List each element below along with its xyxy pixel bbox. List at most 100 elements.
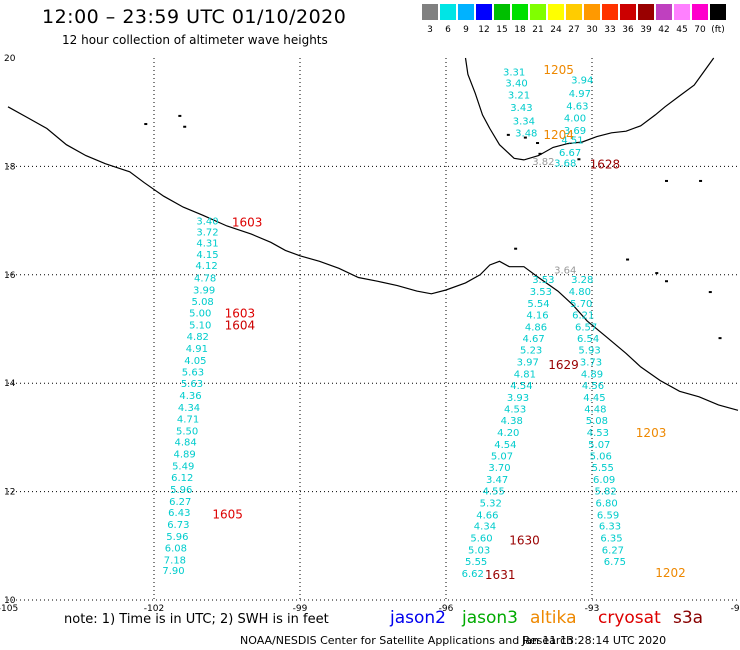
wave-height-value: 5.23 [520,346,542,357]
wave-height-value: 4.34 [178,403,200,414]
wave-height-value: 4.05 [184,356,206,367]
pass-time-label: 1605 [212,507,243,521]
credit-line: NOAA/NESDIS Center for Satellite Applica… [240,634,574,647]
island-marker [665,179,668,182]
wave-height-value: 3.99 [193,285,215,296]
island-marker [178,114,182,117]
island-marker [144,123,148,126]
island-marker [183,125,187,128]
pass-time-label: 1628 [590,158,621,172]
wave-height-value: 4.86 [525,322,547,333]
wave-height-value: 5.07 [588,440,610,451]
pass-time-label: 1604 [225,319,256,333]
wave-height-value: 4.54 [494,440,516,451]
wave-height-value: 4.56 [582,381,604,392]
wave-height-value: 7.90 [162,566,184,577]
lat-tick-label: 18 [4,162,16,172]
wave-height-value: 6.57 [575,322,597,333]
wave-height-value: 5.55 [592,463,614,474]
wave-height-value: 3.48 [515,128,537,139]
pass-time-label: 1630 [509,533,540,547]
wave-height-value: 6.54 [577,334,599,345]
scale-swatch [548,4,564,20]
wave-height-value: 4.53 [504,405,526,416]
wave-height-value: 5.00 [189,309,211,320]
wave-height-value: 4.20 [497,428,519,439]
wave-height-value: 3.70 [488,463,510,474]
page-title: 12:00 – 23:59 UTC 01/10/2020 [42,6,347,28]
lat-tick-label: 16 [4,271,16,281]
wave-height-value: 3.94 [571,76,593,87]
scale-swatch [584,4,600,20]
scale-swatch [422,4,438,20]
scale-swatch [440,4,456,20]
wave-height-value: 6.27 [169,497,191,508]
scale-swatch [512,4,528,20]
lon-tick-label: -99 [293,604,308,614]
wave-height-value: 4.89 [174,450,196,461]
wave-height-value: 6.73 [167,520,189,531]
wave-height-value: 6.09 [593,475,615,486]
satellite-name: jason3 [462,608,518,628]
wave-height-value: 3.40 [505,78,527,89]
scale-label: 3 [427,25,433,35]
wave-height-value: 5.96 [170,485,192,496]
scale-swatch [566,4,582,20]
wave-height-value: 5.10 [189,321,211,332]
wave-height-value: 3.47 [486,475,508,486]
wave-height-value: 4.81 [514,369,536,380]
scale-swatch [638,4,654,20]
lon-tick-label: -102 [144,604,164,614]
wave-height-value: 3.21 [508,90,530,101]
wave-height-value: 3.43 [510,103,532,114]
scale-label: 36 [622,25,634,35]
satellite-name: jason2 [390,608,446,628]
pass-time-label: 1202 [655,566,686,580]
island-marker [655,272,659,275]
scale-swatch [530,4,546,20]
wave-height-value: 4.36 [179,391,201,402]
lon-tick-label: -96 [439,604,454,614]
wave-height-value: 6.75 [604,557,626,568]
wave-height-value: 4.53 [587,428,609,439]
wave-height-value: 6.62 [462,569,484,580]
wave-height-value: 4.84 [175,438,197,449]
scale-swatch [602,4,618,20]
scale-label: 6 [445,25,451,35]
lon-tick-label: -105 [0,604,18,614]
wave-height-value: 4.91 [186,344,208,355]
wave-height-value: 6.35 [600,534,622,545]
wave-height-value: 4.38 [501,416,523,427]
satellite-name: cryosat [598,608,661,628]
wave-height-value: 3.68 [554,159,576,170]
wave-height-value: 5.32 [480,498,502,509]
wave-height-value: 4.97 [569,89,591,100]
wave-height-value: 4.48 [584,405,606,416]
wave-height-value: 5.55 [465,557,487,568]
lat-tick-label: 10 [4,596,16,606]
scale-swatch [476,4,492,20]
scale-label: (ft) [711,25,725,35]
wave-height-value: 3.93 [507,393,529,404]
scale-swatch [458,4,474,20]
island-marker [626,258,630,261]
wave-height-value: 3.40 [196,217,218,228]
wave-height-value: 4.51 [561,135,583,146]
pass-time-label: 1203 [636,426,667,440]
scale-label: 70 [694,25,706,35]
island-marker [506,133,510,136]
pacific-coastline [7,106,739,411]
wave-height-value: 3.34 [513,116,535,127]
scale-label: 42 [658,25,670,35]
wave-height-value: 7.18 [164,555,186,566]
wave-height-value: 5.63 [182,367,204,378]
wave-height-value: 4.89 [581,369,603,380]
scale-label: 9 [463,25,469,35]
wave-height-value: 3.53 [530,287,552,298]
wave-height-value: 5.54 [527,299,549,310]
wave-height-value: 5.06 [590,451,612,462]
wave-height-value: 4.55 [483,487,505,498]
island-marker [538,152,542,155]
lat-tick-label: 12 [4,488,15,498]
scale-label: 24 [550,25,562,35]
